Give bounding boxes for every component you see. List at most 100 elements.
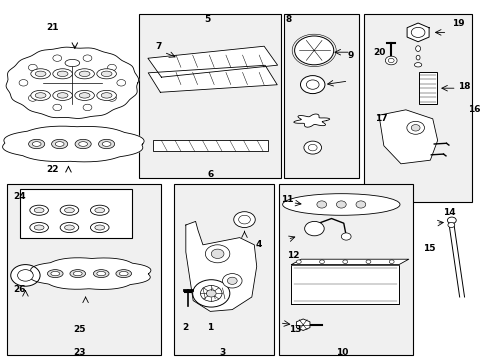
Circle shape — [192, 280, 229, 307]
Circle shape — [316, 201, 326, 208]
Ellipse shape — [32, 141, 41, 146]
Text: 22: 22 — [46, 165, 59, 174]
Circle shape — [387, 58, 393, 63]
Ellipse shape — [116, 270, 131, 278]
Text: 6: 6 — [207, 170, 213, 179]
Ellipse shape — [51, 139, 67, 149]
Circle shape — [83, 104, 92, 111]
Bar — [20, 189, 132, 238]
Ellipse shape — [31, 90, 50, 100]
Ellipse shape — [73, 271, 82, 276]
Ellipse shape — [415, 46, 420, 51]
Text: 11: 11 — [281, 195, 293, 204]
Circle shape — [205, 245, 229, 263]
Polygon shape — [291, 259, 408, 265]
Circle shape — [336, 201, 346, 208]
Circle shape — [294, 36, 333, 65]
Circle shape — [303, 141, 321, 154]
Circle shape — [341, 233, 350, 240]
Ellipse shape — [35, 93, 46, 98]
Ellipse shape — [60, 222, 79, 233]
Ellipse shape — [53, 69, 72, 79]
Text: 5: 5 — [204, 15, 210, 24]
Circle shape — [307, 144, 316, 151]
Circle shape — [342, 260, 347, 264]
Bar — [418, 72, 436, 104]
Ellipse shape — [34, 208, 44, 213]
Text: 23: 23 — [73, 348, 86, 357]
Ellipse shape — [93, 270, 109, 278]
Polygon shape — [291, 265, 398, 304]
Ellipse shape — [31, 69, 50, 79]
Ellipse shape — [47, 270, 63, 278]
Ellipse shape — [53, 90, 72, 100]
Circle shape — [355, 201, 365, 208]
Text: 15: 15 — [422, 244, 435, 253]
Ellipse shape — [30, 222, 48, 233]
Text: 1: 1 — [207, 323, 213, 332]
Bar — [152, 140, 267, 151]
Text: 10: 10 — [335, 348, 348, 357]
Circle shape — [304, 221, 324, 236]
Text: 2: 2 — [183, 323, 188, 332]
Ellipse shape — [79, 93, 90, 98]
Polygon shape — [185, 221, 256, 311]
Ellipse shape — [98, 139, 114, 149]
Ellipse shape — [55, 141, 64, 146]
Text: 16: 16 — [467, 105, 480, 114]
Text: 3: 3 — [219, 348, 225, 357]
Bar — [173, 184, 273, 355]
Polygon shape — [30, 258, 151, 289]
Circle shape — [206, 290, 216, 297]
Text: 24: 24 — [13, 192, 26, 201]
Ellipse shape — [75, 90, 94, 100]
Ellipse shape — [282, 194, 399, 215]
Ellipse shape — [414, 63, 421, 67]
Circle shape — [28, 64, 37, 71]
Circle shape — [233, 212, 255, 228]
Circle shape — [211, 249, 224, 258]
Ellipse shape — [90, 205, 109, 215]
Circle shape — [200, 285, 222, 301]
Polygon shape — [293, 114, 329, 127]
Ellipse shape — [101, 71, 112, 77]
Polygon shape — [148, 65, 277, 92]
Text: 20: 20 — [372, 48, 385, 57]
Circle shape — [385, 56, 396, 65]
Ellipse shape — [95, 225, 104, 230]
Ellipse shape — [51, 271, 60, 276]
Ellipse shape — [90, 222, 109, 233]
Polygon shape — [6, 47, 139, 118]
Ellipse shape — [28, 139, 45, 149]
Ellipse shape — [95, 208, 104, 213]
Circle shape — [107, 64, 116, 71]
Circle shape — [447, 217, 455, 224]
Text: 9: 9 — [347, 51, 354, 60]
Ellipse shape — [97, 90, 116, 100]
Text: 4: 4 — [255, 240, 262, 249]
Text: 13: 13 — [288, 325, 301, 334]
Circle shape — [222, 274, 242, 288]
Ellipse shape — [64, 225, 74, 230]
Ellipse shape — [70, 270, 85, 278]
Circle shape — [117, 80, 125, 86]
Ellipse shape — [60, 205, 79, 215]
Ellipse shape — [101, 93, 112, 98]
Bar — [139, 14, 281, 178]
Circle shape — [107, 95, 116, 101]
Ellipse shape — [64, 208, 74, 213]
Bar — [364, 14, 471, 202]
Circle shape — [238, 215, 250, 224]
Circle shape — [410, 125, 419, 131]
Text: 17: 17 — [374, 114, 387, 123]
Circle shape — [28, 95, 37, 101]
Circle shape — [296, 260, 301, 264]
Ellipse shape — [79, 71, 90, 77]
Circle shape — [365, 260, 370, 264]
Bar — [7, 184, 161, 355]
Text: 26: 26 — [13, 285, 26, 294]
Circle shape — [319, 260, 324, 264]
Ellipse shape — [30, 205, 48, 215]
Circle shape — [227, 277, 237, 284]
Text: 21: 21 — [46, 22, 59, 31]
